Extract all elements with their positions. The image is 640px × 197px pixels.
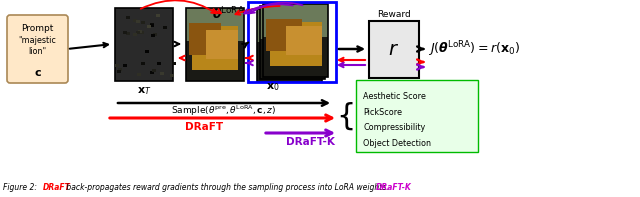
Bar bbox=[260, 23, 296, 56]
Bar bbox=[136, 20, 140, 23]
Bar bbox=[125, 32, 130, 35]
Text: $\boldsymbol{\theta}^{\mathrm{LoRA}}$: $\boldsymbol{\theta}^{\mathrm{LoRA}}$ bbox=[212, 6, 244, 23]
Bar bbox=[150, 24, 154, 27]
Bar bbox=[141, 62, 145, 65]
Bar bbox=[147, 25, 150, 28]
Bar bbox=[133, 33, 137, 36]
Bar bbox=[186, 8, 244, 81]
Bar bbox=[263, 27, 315, 71]
Bar bbox=[170, 74, 174, 77]
Bar bbox=[263, 4, 328, 37]
Bar bbox=[117, 70, 121, 73]
Text: Prompt: Prompt bbox=[21, 23, 54, 33]
Bar bbox=[186, 8, 244, 41]
Bar bbox=[285, 26, 321, 55]
Bar bbox=[115, 64, 119, 67]
Text: {: { bbox=[337, 101, 356, 130]
Bar bbox=[260, 6, 325, 79]
Text: DRaFT: DRaFT bbox=[43, 183, 71, 192]
Bar bbox=[263, 4, 328, 77]
Bar bbox=[118, 68, 122, 71]
Text: DRaFT: DRaFT bbox=[185, 122, 223, 132]
Bar bbox=[279, 31, 315, 60]
Bar bbox=[186, 8, 244, 81]
Bar bbox=[257, 9, 322, 82]
Bar bbox=[266, 25, 318, 68]
Bar bbox=[136, 31, 140, 34]
Bar bbox=[126, 16, 131, 19]
Text: $J(\boldsymbol{\theta}^{\mathrm{LoRA}}) = r(\mathbf{x}_0)$: $J(\boldsymbol{\theta}^{\mathrm{LoRA}}) … bbox=[428, 39, 520, 59]
Text: back-propagates reward gradients through the sampling process into LoRA weights.: back-propagates reward gradients through… bbox=[64, 183, 391, 192]
Bar bbox=[263, 4, 328, 77]
Bar bbox=[138, 30, 141, 33]
Text: $\mathbf{x}_0$: $\mathbf{x}_0$ bbox=[266, 81, 280, 93]
Bar bbox=[269, 22, 321, 66]
Bar bbox=[248, 2, 336, 82]
Bar bbox=[123, 31, 127, 34]
Bar bbox=[141, 21, 145, 24]
Bar bbox=[160, 72, 164, 75]
FancyBboxPatch shape bbox=[356, 80, 478, 152]
Bar bbox=[157, 62, 161, 65]
Bar bbox=[150, 71, 154, 74]
Text: $r$: $r$ bbox=[388, 40, 399, 59]
Bar bbox=[151, 34, 155, 37]
Bar bbox=[152, 69, 156, 72]
Text: Compressibility: Compressibility bbox=[363, 124, 425, 133]
FancyBboxPatch shape bbox=[7, 15, 68, 83]
Bar bbox=[266, 19, 302, 51]
Text: Figure 2:: Figure 2: bbox=[3, 183, 40, 192]
Bar bbox=[132, 19, 137, 22]
Bar bbox=[154, 33, 157, 36]
Bar bbox=[150, 23, 154, 26]
Bar bbox=[156, 14, 160, 17]
FancyBboxPatch shape bbox=[369, 21, 419, 78]
Bar bbox=[263, 21, 299, 54]
Bar bbox=[123, 64, 127, 67]
Bar bbox=[282, 28, 318, 58]
Text: DRaFT-K: DRaFT-K bbox=[286, 137, 335, 147]
Bar bbox=[137, 73, 141, 76]
Text: DRaFT-K: DRaFT-K bbox=[376, 183, 412, 192]
Bar bbox=[163, 26, 167, 29]
Text: "majestic
lion": "majestic lion" bbox=[19, 36, 56, 56]
Bar bbox=[206, 30, 238, 59]
Text: $\mathbf{x}_T$: $\mathbf{x}_T$ bbox=[137, 85, 151, 97]
Bar bbox=[257, 9, 322, 42]
Text: Object Detection: Object Detection bbox=[363, 139, 431, 149]
Bar bbox=[260, 6, 325, 39]
Bar bbox=[145, 50, 149, 53]
Bar bbox=[189, 23, 221, 55]
Text: DRaFT-LV: DRaFT-LV bbox=[270, 0, 314, 2]
Text: $\mathbf{c}$: $\mathbf{c}$ bbox=[33, 68, 42, 78]
Bar bbox=[192, 26, 238, 70]
Bar bbox=[140, 31, 144, 34]
Text: Aesthetic Score: Aesthetic Score bbox=[363, 91, 426, 100]
Bar bbox=[115, 8, 173, 81]
Bar bbox=[172, 62, 176, 65]
Text: Reward: Reward bbox=[377, 9, 411, 19]
Text: $\mathrm{Sample}(\theta^{\mathrm{pre}}, \theta^{\mathrm{LoRA}}, \mathbf{c}, z)$: $\mathrm{Sample}(\theta^{\mathrm{pre}}, … bbox=[172, 104, 276, 118]
Text: PickScore: PickScore bbox=[363, 108, 402, 116]
Bar bbox=[257, 9, 322, 82]
Bar bbox=[260, 6, 325, 79]
